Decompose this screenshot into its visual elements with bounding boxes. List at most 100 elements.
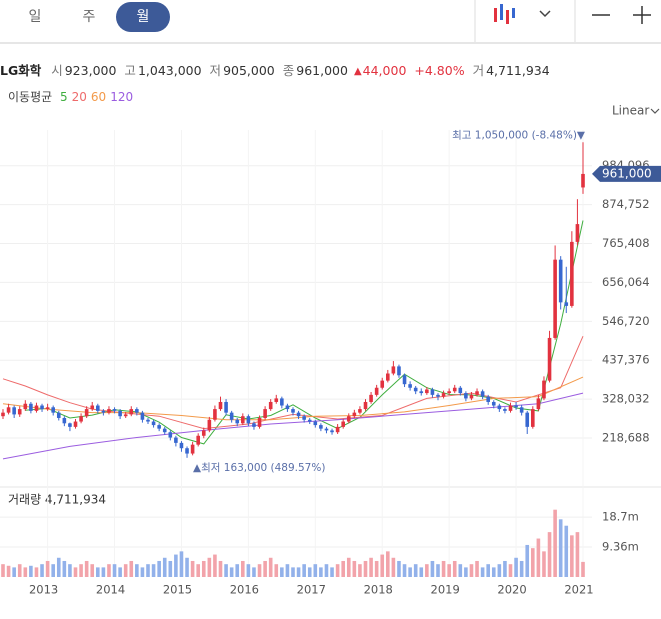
candle-body [447,391,451,394]
x-tick-label: 2019 [431,583,460,597]
volume-bar [386,551,390,577]
volume-bar [542,551,546,577]
ma-title: 이동평균 [8,90,52,104]
candle-body [40,405,44,410]
volume-bar [447,564,451,577]
volume-bar [157,560,161,577]
dropdown-chevron[interactable] [539,10,551,18]
candle-body [324,428,329,431]
chart-type-icon[interactable] [494,4,515,24]
volume-bar [34,567,39,577]
volume-bar [324,564,329,577]
volume-bar [257,564,262,577]
ma-line [2,392,584,460]
x-tick-label: 2018 [364,583,393,597]
candle-body [185,448,189,454]
candle-body [508,405,513,411]
volume-bar [352,560,357,577]
candle-body [386,373,390,381]
zoom-in[interactable] [633,6,651,24]
candle-body [252,423,256,427]
scale-chevron[interactable] [650,108,660,114]
ma-line [25,220,584,445]
candle-body [201,430,206,436]
label: 저 [210,63,222,78]
candle-body [547,337,552,381]
volume-bar [29,565,33,577]
volume-bar [486,564,490,577]
x-tick-label: 2017 [297,583,326,597]
volume-bar [475,560,479,577]
tab-day[interactable]: 일 [29,9,42,25]
candle-body [168,432,173,438]
volume-bar [341,560,345,577]
volume-bar [480,567,485,577]
candle-body [430,389,435,395]
value: 905,000 [223,63,275,78]
legend-entry: 60 [91,90,106,104]
candle-body [162,428,167,433]
y-tick-label: 328,032 [602,392,650,406]
volume-bar [40,564,44,577]
candle-body [112,409,117,411]
value: 1,043,000 [138,63,202,78]
candle-body [263,409,267,418]
volume-bar [135,564,139,577]
candle-body [257,417,262,427]
price-tag [592,165,661,182]
volume-bar [229,567,234,577]
value: 4,711,934 [486,63,550,78]
candle-body [123,414,128,417]
candle-body [151,421,156,426]
candle-body [380,380,385,388]
candle-body [480,391,485,397]
volume-bar [285,564,290,577]
volume-bar [436,564,440,577]
volume-bar [547,532,552,577]
volume-bar [17,564,22,577]
candle-body [581,173,585,188]
legend-entry: 120 [110,90,133,104]
candle-body [397,366,401,376]
candle-body [352,412,357,417]
candle-body [313,421,318,426]
volume-bar [84,560,89,577]
volume-bar [452,560,457,577]
volume-bar [224,564,228,577]
volume-bar [346,557,351,577]
candle-body [358,409,362,413]
value: 923,000 [65,63,117,78]
legend-entry: 20 [72,90,87,104]
volume-bar [564,525,569,577]
value: 961,000 [296,63,348,78]
tab-week[interactable]: 주 [83,9,96,25]
volume-bar [497,564,502,577]
volume-bar [168,560,173,577]
tab-month[interactable]: 월 [137,9,150,25]
volume-bar [185,557,189,577]
scale-selector[interactable]: Linear [612,104,649,118]
volume-bar [464,567,468,577]
volume-bar [151,564,156,577]
candle-body [469,394,474,399]
candle-body [486,396,490,402]
volume-bar [23,567,28,577]
candle-body [196,435,200,445]
active-tab-pill[interactable] [116,2,170,32]
candle-body [140,412,145,420]
volume-bar [123,564,128,577]
volume-bar [425,564,429,577]
volume-bar [553,509,557,577]
volume-bar [363,560,368,577]
change: 44,000 [363,63,407,78]
candle-body [475,391,479,395]
candle-body [73,421,78,427]
volume-bar [90,564,95,577]
candle-body [307,419,312,422]
volume-bar [302,564,306,577]
candle-body [146,419,150,422]
candle-body [174,437,178,443]
candle-body [45,407,50,410]
volume-bar [575,532,580,577]
volume-bar [514,557,518,577]
